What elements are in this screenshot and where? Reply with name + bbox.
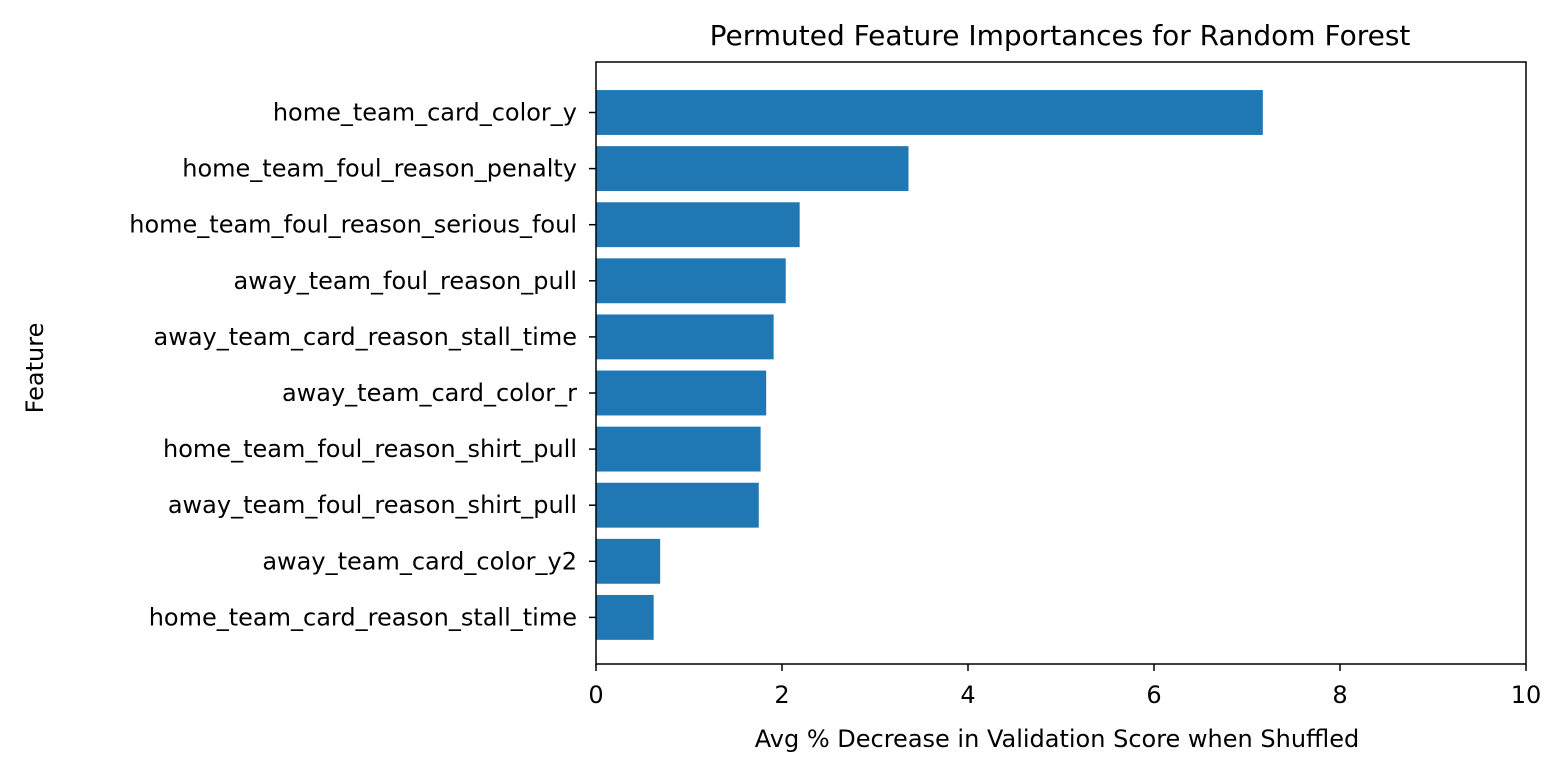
x-tick-label: 4	[960, 681, 975, 709]
x-tick-label: 8	[1332, 681, 1347, 709]
x-axis: 0 2 4 6 8 10	[588, 664, 1541, 709]
y-tick-label: home_team_card_reason_stall_time	[149, 603, 577, 631]
bar	[596, 258, 786, 304]
bar	[596, 426, 761, 472]
bar	[596, 370, 767, 416]
bar	[596, 314, 774, 360]
y-tick-label: away_team_card_reason_stall_time	[154, 323, 577, 351]
bar	[596, 482, 759, 528]
bar	[596, 90, 1263, 135]
y-axis-label: Feature	[21, 323, 49, 414]
x-axis-label: Avg % Decrease in Validation Score when …	[755, 725, 1359, 753]
y-axis: home_team_card_color_y home_team_foul_rea…	[129, 99, 596, 631]
bar	[596, 146, 909, 192]
y-tick-label: away_team_foul_reason_shirt_pull	[168, 491, 577, 519]
y-tick-label: away_team_card_color_r	[282, 379, 577, 407]
y-tick-label: away_team_foul_reason_pull	[233, 267, 577, 295]
y-tick-label: home_team_foul_reason_penalty	[182, 155, 577, 183]
y-tick-label: home_team_foul_reason_serious_foul	[129, 211, 577, 239]
bar	[596, 538, 661, 584]
y-tick-label: home_team_foul_reason_shirt_pull	[163, 435, 577, 463]
x-tick-label: 2	[774, 681, 789, 709]
bars-layer	[596, 90, 1263, 640]
chart-title: Permuted Feature Importances for Random …	[710, 19, 1411, 52]
bar	[596, 202, 800, 248]
plot-frame	[595, 61, 1527, 665]
x-tick-label: 0	[588, 681, 603, 709]
y-tick-label: home_team_card_color_y	[273, 99, 577, 127]
bar	[596, 594, 654, 640]
y-tick-label: away_team_card_color_y2	[262, 547, 577, 575]
x-tick-label: 6	[1146, 681, 1161, 709]
x-tick-label: 10	[1511, 681, 1542, 709]
